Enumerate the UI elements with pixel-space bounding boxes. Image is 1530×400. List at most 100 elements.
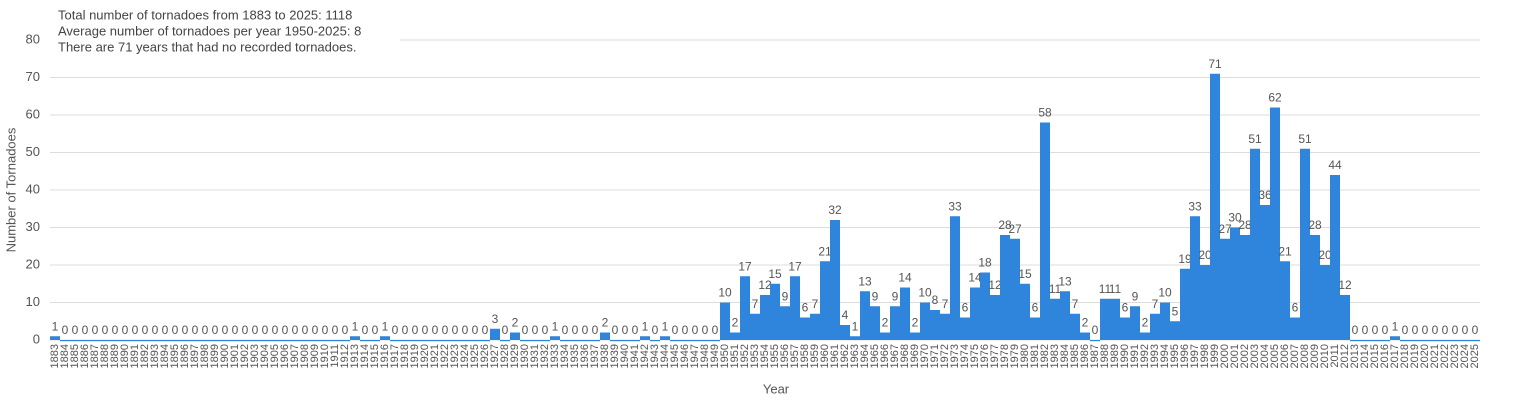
x-tick-label: 2024	[1459, 344, 1471, 368]
bar	[510, 332, 520, 340]
x-tick-label: 1931	[529, 344, 541, 368]
x-tick-label: 1967	[889, 344, 901, 368]
value-label: 0	[152, 323, 159, 337]
bar	[1110, 298, 1120, 340]
bar	[650, 340, 660, 342]
value-label: 0	[1382, 323, 1389, 337]
x-tick-label: 2011	[1329, 344, 1341, 368]
y-tick-label: 50	[26, 144, 40, 159]
x-tick-label: 1921	[429, 344, 441, 368]
value-label: 7	[812, 297, 819, 311]
x-tick-label: 1981	[1029, 344, 1041, 368]
bar	[830, 220, 840, 340]
value-label: 0	[672, 323, 679, 337]
bar	[1160, 302, 1170, 340]
value-label: 17	[738, 259, 752, 273]
bar	[180, 340, 190, 342]
bar	[300, 340, 310, 342]
value-label: 0	[262, 323, 269, 337]
value-label: 1	[852, 319, 859, 333]
x-tick-label: 1933	[549, 344, 561, 368]
value-label: 0	[1352, 323, 1359, 337]
bar	[1350, 340, 1360, 342]
y-tick-label: 0	[33, 331, 40, 346]
bar	[540, 340, 550, 342]
bar	[1410, 340, 1420, 342]
y-tick-label: 30	[26, 219, 40, 234]
x-tick-label: 2015	[1369, 344, 1381, 368]
value-label: 1	[352, 319, 359, 333]
bar	[1280, 261, 1290, 340]
y-tick-label: 80	[26, 31, 40, 46]
value-label: 5	[1172, 304, 1179, 318]
bar	[580, 340, 590, 342]
value-label: 0	[122, 323, 129, 337]
x-tick-label: 1961	[829, 344, 841, 368]
x-tick-label: 1907	[289, 344, 301, 368]
bar	[1200, 265, 1210, 340]
x-tick-label: 1992	[1139, 344, 1151, 368]
bar	[1190, 216, 1200, 340]
bar	[500, 340, 510, 342]
bar	[1270, 107, 1280, 340]
x-tick-label: 1959	[809, 344, 821, 368]
value-label: 36	[1258, 188, 1272, 202]
bar	[1010, 238, 1020, 340]
bar	[60, 340, 70, 342]
x-tick-label: 1892	[139, 344, 151, 368]
value-label: 2	[1082, 316, 1089, 330]
bar	[390, 340, 400, 342]
x-tick-label: 2005	[1269, 344, 1281, 368]
value-label: 21	[818, 244, 832, 258]
x-tick-label: 2008	[1299, 344, 1311, 368]
x-tick-label: 1935	[569, 344, 581, 368]
x-tick-label: 2002	[1239, 344, 1251, 368]
x-tick-label: 1900	[219, 344, 231, 368]
bar	[480, 340, 490, 342]
value-label: 51	[1248, 132, 1262, 146]
value-label: 0	[322, 323, 329, 337]
value-label: 0	[592, 323, 599, 337]
x-tick-label: 1990	[1119, 344, 1131, 368]
x-tick-label: 1924	[459, 344, 471, 368]
x-tick-label: 1902	[239, 344, 251, 368]
bar	[80, 340, 90, 342]
x-tick-label: 1929	[509, 344, 521, 368]
annotation-box	[50, 4, 400, 58]
bar	[170, 340, 180, 342]
value-label: 1	[382, 319, 389, 333]
value-label: 27	[1008, 222, 1022, 236]
x-tick-label: 1927	[489, 344, 501, 368]
value-label: 0	[112, 323, 119, 337]
bar	[950, 216, 960, 340]
bar	[1000, 235, 1010, 340]
value-label: 14	[898, 271, 912, 285]
value-label: 15	[768, 267, 782, 281]
bar	[660, 336, 670, 340]
value-label: 18	[978, 256, 992, 270]
value-label: 8	[932, 293, 939, 307]
value-label: 0	[1442, 323, 1449, 337]
x-tick-label: 1999	[1209, 344, 1221, 368]
y-tick-label: 10	[26, 294, 40, 309]
value-label: 0	[422, 323, 429, 337]
bar	[1150, 313, 1160, 340]
y-tick-label: 40	[26, 181, 40, 196]
bar	[930, 310, 940, 340]
bar	[470, 340, 480, 342]
value-label: 6	[1032, 301, 1039, 315]
bar	[620, 340, 630, 342]
value-label: 1	[52, 319, 59, 333]
bar	[560, 340, 570, 342]
x-tick-label: 1942	[639, 344, 651, 368]
value-label: 0	[232, 323, 239, 337]
x-tick-label: 1941	[629, 344, 641, 368]
value-label: 44	[1328, 158, 1342, 172]
x-tick-label: 1958	[799, 344, 811, 368]
x-tick-label: 1896	[179, 344, 191, 368]
value-label: 19	[1178, 252, 1192, 266]
x-tick-label: 1954	[759, 344, 771, 368]
bar	[720, 302, 730, 340]
bar	[310, 340, 320, 342]
